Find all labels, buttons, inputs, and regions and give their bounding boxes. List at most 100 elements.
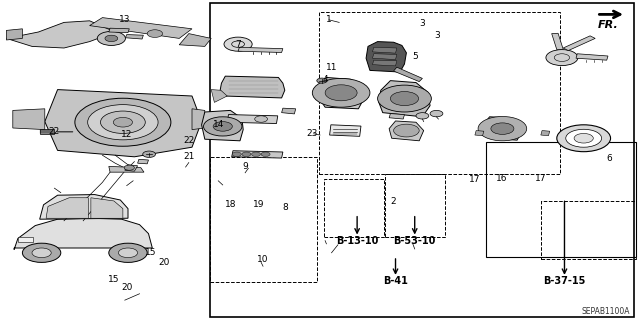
Circle shape [430, 110, 443, 117]
Polygon shape [45, 90, 202, 157]
Circle shape [124, 165, 134, 170]
Circle shape [261, 152, 270, 156]
Text: 22: 22 [49, 127, 60, 136]
Circle shape [255, 116, 268, 122]
Text: 3: 3 [435, 31, 440, 40]
Polygon shape [6, 21, 115, 48]
Text: 17: 17 [535, 174, 547, 183]
Text: 8: 8 [283, 203, 288, 212]
Text: FR.: FR. [598, 20, 618, 30]
Circle shape [252, 152, 260, 156]
Polygon shape [14, 218, 152, 250]
Polygon shape [109, 166, 144, 172]
Circle shape [317, 78, 327, 83]
Text: 15: 15 [145, 248, 157, 257]
Text: 1: 1 [326, 15, 332, 24]
Polygon shape [372, 60, 397, 66]
Bar [486, 142, 636, 257]
Polygon shape [576, 54, 608, 60]
Polygon shape [563, 36, 595, 51]
Circle shape [147, 30, 163, 37]
Text: 21: 21 [183, 152, 195, 161]
Circle shape [213, 122, 232, 131]
Polygon shape [394, 67, 422, 82]
Text: 5: 5 [412, 52, 417, 61]
Polygon shape [366, 42, 406, 72]
Text: 20: 20 [159, 258, 170, 267]
Circle shape [105, 35, 118, 42]
Text: B-53-10: B-53-10 [394, 236, 436, 246]
Polygon shape [91, 198, 123, 218]
Circle shape [242, 152, 251, 156]
Text: 2: 2 [390, 197, 396, 206]
Circle shape [143, 151, 156, 157]
Circle shape [100, 111, 145, 133]
Text: 12: 12 [121, 130, 132, 139]
Text: 11: 11 [326, 63, 337, 72]
Text: 6: 6 [607, 154, 612, 163]
Polygon shape [125, 35, 143, 39]
Polygon shape [372, 47, 397, 53]
Text: 16: 16 [496, 174, 508, 183]
Circle shape [416, 113, 429, 119]
Polygon shape [90, 18, 192, 38]
Text: B-37-15: B-37-15 [543, 276, 586, 286]
Circle shape [491, 123, 514, 134]
Polygon shape [330, 125, 361, 136]
Polygon shape [40, 129, 54, 134]
Text: 19: 19 [253, 200, 265, 209]
Text: 13: 13 [119, 15, 131, 24]
Text: 22: 22 [183, 136, 195, 145]
Polygon shape [379, 81, 430, 117]
Text: SEPAB1100A: SEPAB1100A [582, 307, 630, 316]
Text: 14: 14 [212, 120, 224, 129]
Text: 17: 17 [469, 175, 481, 184]
Polygon shape [389, 121, 424, 141]
Circle shape [97, 31, 125, 45]
Polygon shape [389, 114, 404, 119]
Circle shape [232, 152, 241, 156]
Circle shape [566, 129, 602, 147]
Polygon shape [552, 33, 563, 50]
Text: B-13-10: B-13-10 [336, 236, 378, 246]
Text: 9: 9 [243, 162, 248, 171]
Polygon shape [372, 54, 397, 60]
Polygon shape [202, 110, 243, 141]
Polygon shape [46, 198, 88, 218]
Circle shape [109, 243, 147, 262]
Polygon shape [125, 165, 138, 171]
Text: 7: 7 [236, 40, 241, 49]
Polygon shape [220, 76, 285, 98]
Polygon shape [211, 90, 227, 102]
Text: 3: 3 [419, 19, 424, 28]
Polygon shape [282, 108, 296, 114]
Circle shape [204, 117, 242, 136]
Bar [210, 157, 317, 282]
Circle shape [312, 78, 370, 107]
Polygon shape [483, 117, 522, 140]
Circle shape [22, 243, 61, 262]
Polygon shape [541, 131, 550, 136]
Text: 15: 15 [108, 276, 120, 284]
Circle shape [118, 248, 138, 258]
Circle shape [557, 125, 611, 152]
Circle shape [394, 124, 419, 137]
Circle shape [574, 133, 593, 143]
Circle shape [224, 37, 252, 51]
Polygon shape [138, 159, 148, 164]
Polygon shape [192, 109, 205, 130]
Bar [385, 174, 445, 237]
Polygon shape [232, 151, 283, 158]
Polygon shape [475, 131, 484, 136]
Polygon shape [109, 28, 129, 33]
Text: 18: 18 [225, 200, 237, 209]
Circle shape [390, 92, 419, 106]
Text: 23: 23 [307, 129, 318, 138]
Polygon shape [227, 115, 278, 124]
Text: 10: 10 [257, 255, 269, 264]
Polygon shape [13, 109, 45, 130]
Text: 20: 20 [121, 283, 132, 292]
Polygon shape [6, 29, 22, 40]
Polygon shape [40, 195, 128, 219]
Polygon shape [319, 77, 364, 109]
